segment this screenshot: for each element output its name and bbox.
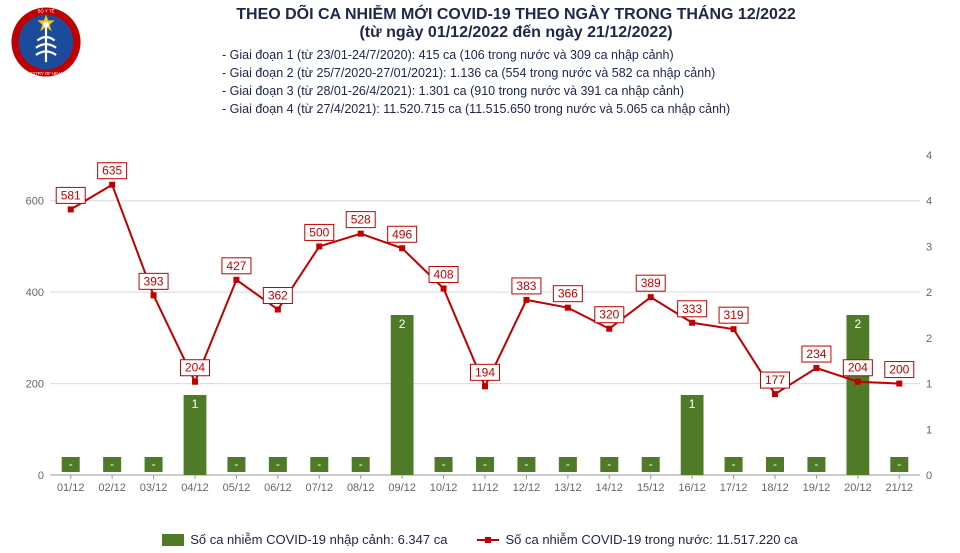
svg-text:408: 408 xyxy=(434,267,454,281)
svg-text:177: 177 xyxy=(765,373,785,387)
svg-text:-: - xyxy=(732,457,736,471)
title-line-2: (từ ngày 01/12/2022 đến ngày 21/12/2022) xyxy=(82,24,950,42)
svg-text:-: - xyxy=(524,457,528,471)
svg-text:3: 3 xyxy=(926,241,932,253)
svg-text:200: 200 xyxy=(889,363,909,377)
svg-text:600: 600 xyxy=(26,196,44,208)
phase-2: - Giai đoạn 2 (từ 25/7/2020-27/01/2021):… xyxy=(222,64,950,82)
svg-text:200: 200 xyxy=(26,379,44,391)
svg-text:2: 2 xyxy=(926,333,932,345)
bar-chip-icon xyxy=(162,534,184,546)
svg-text:500: 500 xyxy=(309,225,329,239)
svg-text:194: 194 xyxy=(475,365,495,379)
header: MINISTRY OF HEALTH BỘ Y TẾ THEO DÕI CA N… xyxy=(0,0,960,119)
svg-text:16/12: 16/12 xyxy=(678,482,706,494)
svg-text:19/12: 19/12 xyxy=(803,482,831,494)
svg-text:18/12: 18/12 xyxy=(761,482,789,494)
svg-text:496: 496 xyxy=(392,227,412,241)
svg-text:635: 635 xyxy=(102,164,122,178)
chart-svg: 020040060001122344---1----2------1---2-5… xyxy=(10,150,950,503)
svg-text:362: 362 xyxy=(268,289,288,303)
legend-line: Số ca nhiễm COVID-19 trong nước: 11.517.… xyxy=(477,532,797,547)
svg-text:05/12: 05/12 xyxy=(223,482,251,494)
svg-text:1: 1 xyxy=(926,424,932,436)
svg-text:-: - xyxy=(607,457,611,471)
svg-text:-: - xyxy=(483,457,487,471)
header-text: THEO DÕI CA NHIỄM MỚI COVID-19 THEO NGÀY… xyxy=(82,6,950,119)
title-line-1: THEO DÕI CA NHIỄM MỚI COVID-19 THEO NGÀY… xyxy=(82,6,950,24)
svg-text:393: 393 xyxy=(144,274,164,288)
svg-text:-: - xyxy=(317,457,321,471)
svg-text:-: - xyxy=(773,457,777,471)
svg-text:-: - xyxy=(234,457,238,471)
svg-text:204: 204 xyxy=(185,361,205,375)
svg-text:-: - xyxy=(442,457,446,471)
svg-text:400: 400 xyxy=(26,287,44,299)
svg-text:11/12: 11/12 xyxy=(472,482,499,494)
svg-text:-: - xyxy=(69,457,73,471)
svg-text:1: 1 xyxy=(689,397,696,411)
svg-text:383: 383 xyxy=(516,279,536,293)
svg-text:BỘ Y TẾ: BỘ Y TẾ xyxy=(38,8,55,13)
svg-text:1: 1 xyxy=(192,397,199,411)
legend: Số ca nhiễm COVID-19 nhập cảnh: 6.347 ca… xyxy=(0,532,960,547)
svg-text:319: 319 xyxy=(724,308,744,322)
svg-text:21/12: 21/12 xyxy=(886,482,914,494)
svg-text:2: 2 xyxy=(855,317,862,331)
svg-text:-: - xyxy=(276,457,280,471)
svg-text:12/12: 12/12 xyxy=(513,482,541,494)
svg-text:427: 427 xyxy=(226,259,246,273)
phase-1: - Giai đoạn 1 (từ 23/01-24/7/2020): 415 … xyxy=(222,46,950,64)
ministry-logo: MINISTRY OF HEALTH BỘ Y TẾ xyxy=(10,6,82,78)
svg-text:-: - xyxy=(152,457,156,471)
svg-text:4: 4 xyxy=(926,150,932,162)
svg-text:320: 320 xyxy=(599,308,619,322)
svg-text:1: 1 xyxy=(926,379,932,391)
svg-text:02/12: 02/12 xyxy=(98,482,126,494)
svg-text:389: 389 xyxy=(641,276,661,290)
svg-text:-: - xyxy=(566,457,570,471)
svg-text:06/12: 06/12 xyxy=(264,482,292,494)
svg-text:07/12: 07/12 xyxy=(306,482,334,494)
svg-text:0: 0 xyxy=(38,470,44,482)
svg-text:0: 0 xyxy=(926,470,932,482)
line-chip-icon xyxy=(477,534,499,546)
svg-text:-: - xyxy=(110,457,114,471)
svg-text:03/12: 03/12 xyxy=(140,482,168,494)
svg-text:MINISTRY OF HEALTH: MINISTRY OF HEALTH xyxy=(23,71,69,76)
svg-text:-: - xyxy=(359,457,363,471)
chart-area: 020040060001122344---1----2------1---2-5… xyxy=(10,150,950,503)
svg-text:15/12: 15/12 xyxy=(637,482,665,494)
svg-text:-: - xyxy=(814,457,818,471)
svg-text:581: 581 xyxy=(61,188,81,202)
svg-text:-: - xyxy=(649,457,653,471)
legend-bar-label: Số ca nhiễm COVID-19 nhập cảnh: 6.347 ca xyxy=(190,532,447,547)
svg-text:333: 333 xyxy=(682,302,702,316)
legend-line-label: Số ca nhiễm COVID-19 trong nước: 11.517.… xyxy=(505,532,797,547)
svg-text:366: 366 xyxy=(558,287,578,301)
svg-text:13/12: 13/12 xyxy=(554,482,582,494)
svg-text:14/12: 14/12 xyxy=(596,482,624,494)
svg-text:234: 234 xyxy=(806,347,826,361)
svg-text:20/12: 20/12 xyxy=(844,482,872,494)
svg-text:2: 2 xyxy=(399,317,406,331)
phase-3: - Giai đoạn 3 (từ 28/01-26/4/2021): 1.30… xyxy=(222,82,950,100)
legend-bar: Số ca nhiễm COVID-19 nhập cảnh: 6.347 ca xyxy=(162,532,447,547)
svg-text:08/12: 08/12 xyxy=(347,482,375,494)
svg-text:09/12: 09/12 xyxy=(388,482,416,494)
phase-4: - Giai đoạn 4 (từ 27/4/2021): 11.520.715… xyxy=(222,100,950,118)
logo-svg: MINISTRY OF HEALTH BỘ Y TẾ xyxy=(10,6,82,78)
svg-text:4: 4 xyxy=(926,196,932,208)
svg-text:01/12: 01/12 xyxy=(57,482,85,494)
svg-text:528: 528 xyxy=(351,213,371,227)
svg-text:17/12: 17/12 xyxy=(720,482,748,494)
svg-text:-: - xyxy=(897,457,901,471)
svg-text:204: 204 xyxy=(848,361,868,375)
svg-text:10/12: 10/12 xyxy=(430,482,458,494)
svg-text:04/12: 04/12 xyxy=(181,482,209,494)
phase-block: - Giai đoạn 1 (từ 23/01-24/7/2020): 415 … xyxy=(222,46,950,119)
svg-text:2: 2 xyxy=(926,287,932,299)
